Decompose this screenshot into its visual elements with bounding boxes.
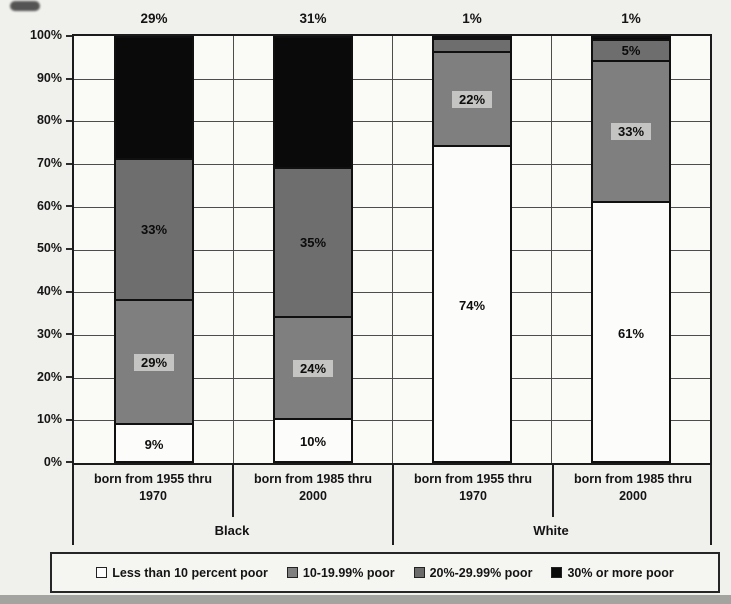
legend-item: 30% or more poor	[551, 565, 674, 580]
axis-separator	[232, 465, 234, 517]
bar-top-value-label: 31%	[299, 11, 327, 26]
legend-swatch-20-29-icon	[413, 567, 425, 578]
legend-item: Less than 10 percent poor	[96, 566, 268, 580]
legend-label: 20%-29.99% poor	[429, 565, 533, 580]
segment-30-or-more	[432, 36, 512, 40]
legend-swatch-10-19-icon	[286, 567, 298, 578]
y-tick-mark	[66, 120, 73, 122]
category-label-line2: 1970	[459, 489, 487, 503]
category-label: born from 1955 thru 1970	[395, 471, 551, 505]
y-tick-mark	[66, 163, 73, 165]
y-tick-label: 10%	[36, 412, 62, 426]
group-label-white: White	[533, 523, 569, 538]
y-tick-mark	[66, 376, 73, 378]
y-tick-mark	[66, 291, 73, 293]
legend-label: 10-19.99% poor	[302, 565, 395, 580]
scan-smudge-artifact	[10, 1, 40, 11]
segment-value-label: 33%	[140, 222, 168, 237]
y-tick-label: 70%	[36, 156, 62, 170]
y-tick-mark	[66, 205, 73, 207]
bar-white-1955-1970: 22% 74%	[432, 36, 512, 463]
segment-value-label: 33%	[610, 123, 652, 140]
y-tick-mark	[66, 35, 73, 37]
bar-white-1985-2000: 5% 33% 61%	[591, 36, 671, 463]
segment-30-or-more	[273, 36, 353, 169]
segment-value-label: 35%	[299, 235, 327, 250]
y-tick-label: 40%	[36, 284, 62, 298]
bar-black-1955-1970: 33% 29% 9%	[114, 36, 194, 463]
group-separator	[72, 517, 74, 545]
category-label-line1: born from 1985 thru	[573, 472, 693, 486]
segment-less-10: 74%	[432, 147, 512, 463]
legend: Less than 10 percent poor 10-19.99% poor…	[50, 552, 720, 593]
category-label-line2: 2000	[299, 489, 327, 503]
segment-value-label: 9%	[144, 436, 164, 452]
segment-30-or-more	[591, 36, 671, 41]
category-label-line1: born from 1955 thru	[93, 472, 213, 486]
segment-20-29: 5%	[591, 41, 671, 62]
segment-10-19: 22%	[432, 53, 512, 147]
y-tick-label: 50%	[36, 241, 62, 255]
y-tick-mark	[66, 461, 73, 463]
category-label-line2: 1970	[139, 489, 167, 503]
group-separator	[710, 517, 712, 545]
category-label-line2: 2000	[619, 489, 647, 503]
segment-value-label: 74%	[458, 297, 486, 313]
segment-20-29: 33%	[114, 160, 194, 301]
bar-black-1985-2000: 35% 24% 10%	[273, 36, 353, 463]
y-tick-mark	[66, 248, 73, 250]
axis-separator	[72, 465, 74, 517]
category-label: born from 1955 thru 1970	[75, 471, 231, 505]
y-tick-label: 90%	[36, 71, 62, 85]
segment-10-19: 24%	[273, 318, 353, 420]
bar-top-value-label: 1%	[621, 11, 641, 26]
segment-less-10: 61%	[591, 203, 671, 463]
y-tick-label: 20%	[36, 370, 62, 384]
category-label-line1: born from 1955 thru	[413, 472, 533, 486]
y-tick-mark	[66, 333, 73, 335]
plot-area: 33% 29% 9% 35% 24% 10% 22% 74% 5% 33% 61…	[72, 34, 712, 465]
segment-20-29	[432, 40, 512, 53]
y-tick-mark	[66, 78, 73, 80]
legend-item: 20%-29.99% poor	[413, 565, 533, 580]
legend-swatch-30-more-icon	[551, 567, 563, 578]
segment-value-label: 29%	[133, 353, 175, 371]
segment-10-19: 29%	[114, 301, 194, 425]
y-tick-label: 80%	[36, 113, 62, 127]
category-label-line1: born from 1985 thru	[253, 472, 373, 486]
legend-label: Less than 10 percent poor	[112, 565, 268, 580]
bar-top-value-label: 29%	[140, 11, 168, 26]
group-label-black: Black	[214, 523, 250, 538]
category-label: born from 1985 thru 2000	[555, 471, 711, 505]
segment-20-29: 35%	[273, 169, 353, 318]
axis-separator	[552, 465, 554, 517]
legend-label: 30% or more poor	[567, 565, 674, 580]
segment-value-label: 24%	[292, 359, 334, 377]
segment-value-label: 22%	[451, 90, 493, 108]
y-tick-label: 60%	[36, 199, 62, 213]
segment-value-label: 5%	[621, 42, 641, 58]
y-tick-label: 0%	[43, 455, 62, 469]
category-boundary-line	[551, 36, 552, 463]
bar-top-value-label: 1%	[462, 11, 482, 26]
category-label: born from 1985 thru 2000	[235, 471, 391, 505]
segment-less-10: 10%	[273, 420, 353, 463]
scan-edge-strip	[0, 595, 731, 604]
segment-30-or-more	[114, 36, 194, 160]
legend-swatch-less-10-icon	[96, 567, 108, 578]
axis-separator	[392, 465, 394, 517]
group-separator	[392, 517, 394, 545]
y-tick-mark	[66, 419, 73, 421]
category-boundary-line	[392, 36, 393, 463]
y-tick-label: 100%	[30, 28, 62, 42]
category-boundary-line	[233, 36, 234, 463]
y-tick-label: 30%	[36, 327, 62, 341]
segment-less-10: 9%	[114, 425, 194, 463]
segment-value-label: 10%	[299, 434, 327, 449]
segment-value-label: 61%	[617, 325, 645, 341]
legend-item: 10-19.99% poor	[286, 565, 395, 580]
axis-separator	[710, 465, 712, 517]
segment-10-19: 33%	[591, 62, 671, 203]
